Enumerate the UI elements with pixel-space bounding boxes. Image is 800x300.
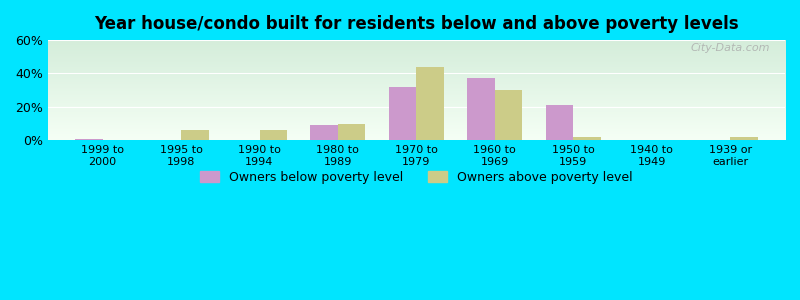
Bar (259, 130, 287, 140)
Text: City-Data.com: City-Data.com (690, 43, 770, 53)
Bar (338, 124, 366, 140)
Bar (389, 87, 416, 140)
Bar (546, 105, 574, 140)
Bar (416, 67, 444, 140)
Bar (467, 79, 495, 140)
Bar (310, 125, 338, 140)
Title: Year house/condo built for residents below and above poverty levels: Year house/condo built for residents bel… (94, 15, 738, 33)
Bar (181, 130, 209, 140)
Bar (730, 137, 758, 140)
Bar (574, 137, 601, 140)
Legend: Owners below poverty level, Owners above poverty level: Owners below poverty level, Owners above… (195, 166, 638, 189)
Bar (495, 90, 522, 140)
